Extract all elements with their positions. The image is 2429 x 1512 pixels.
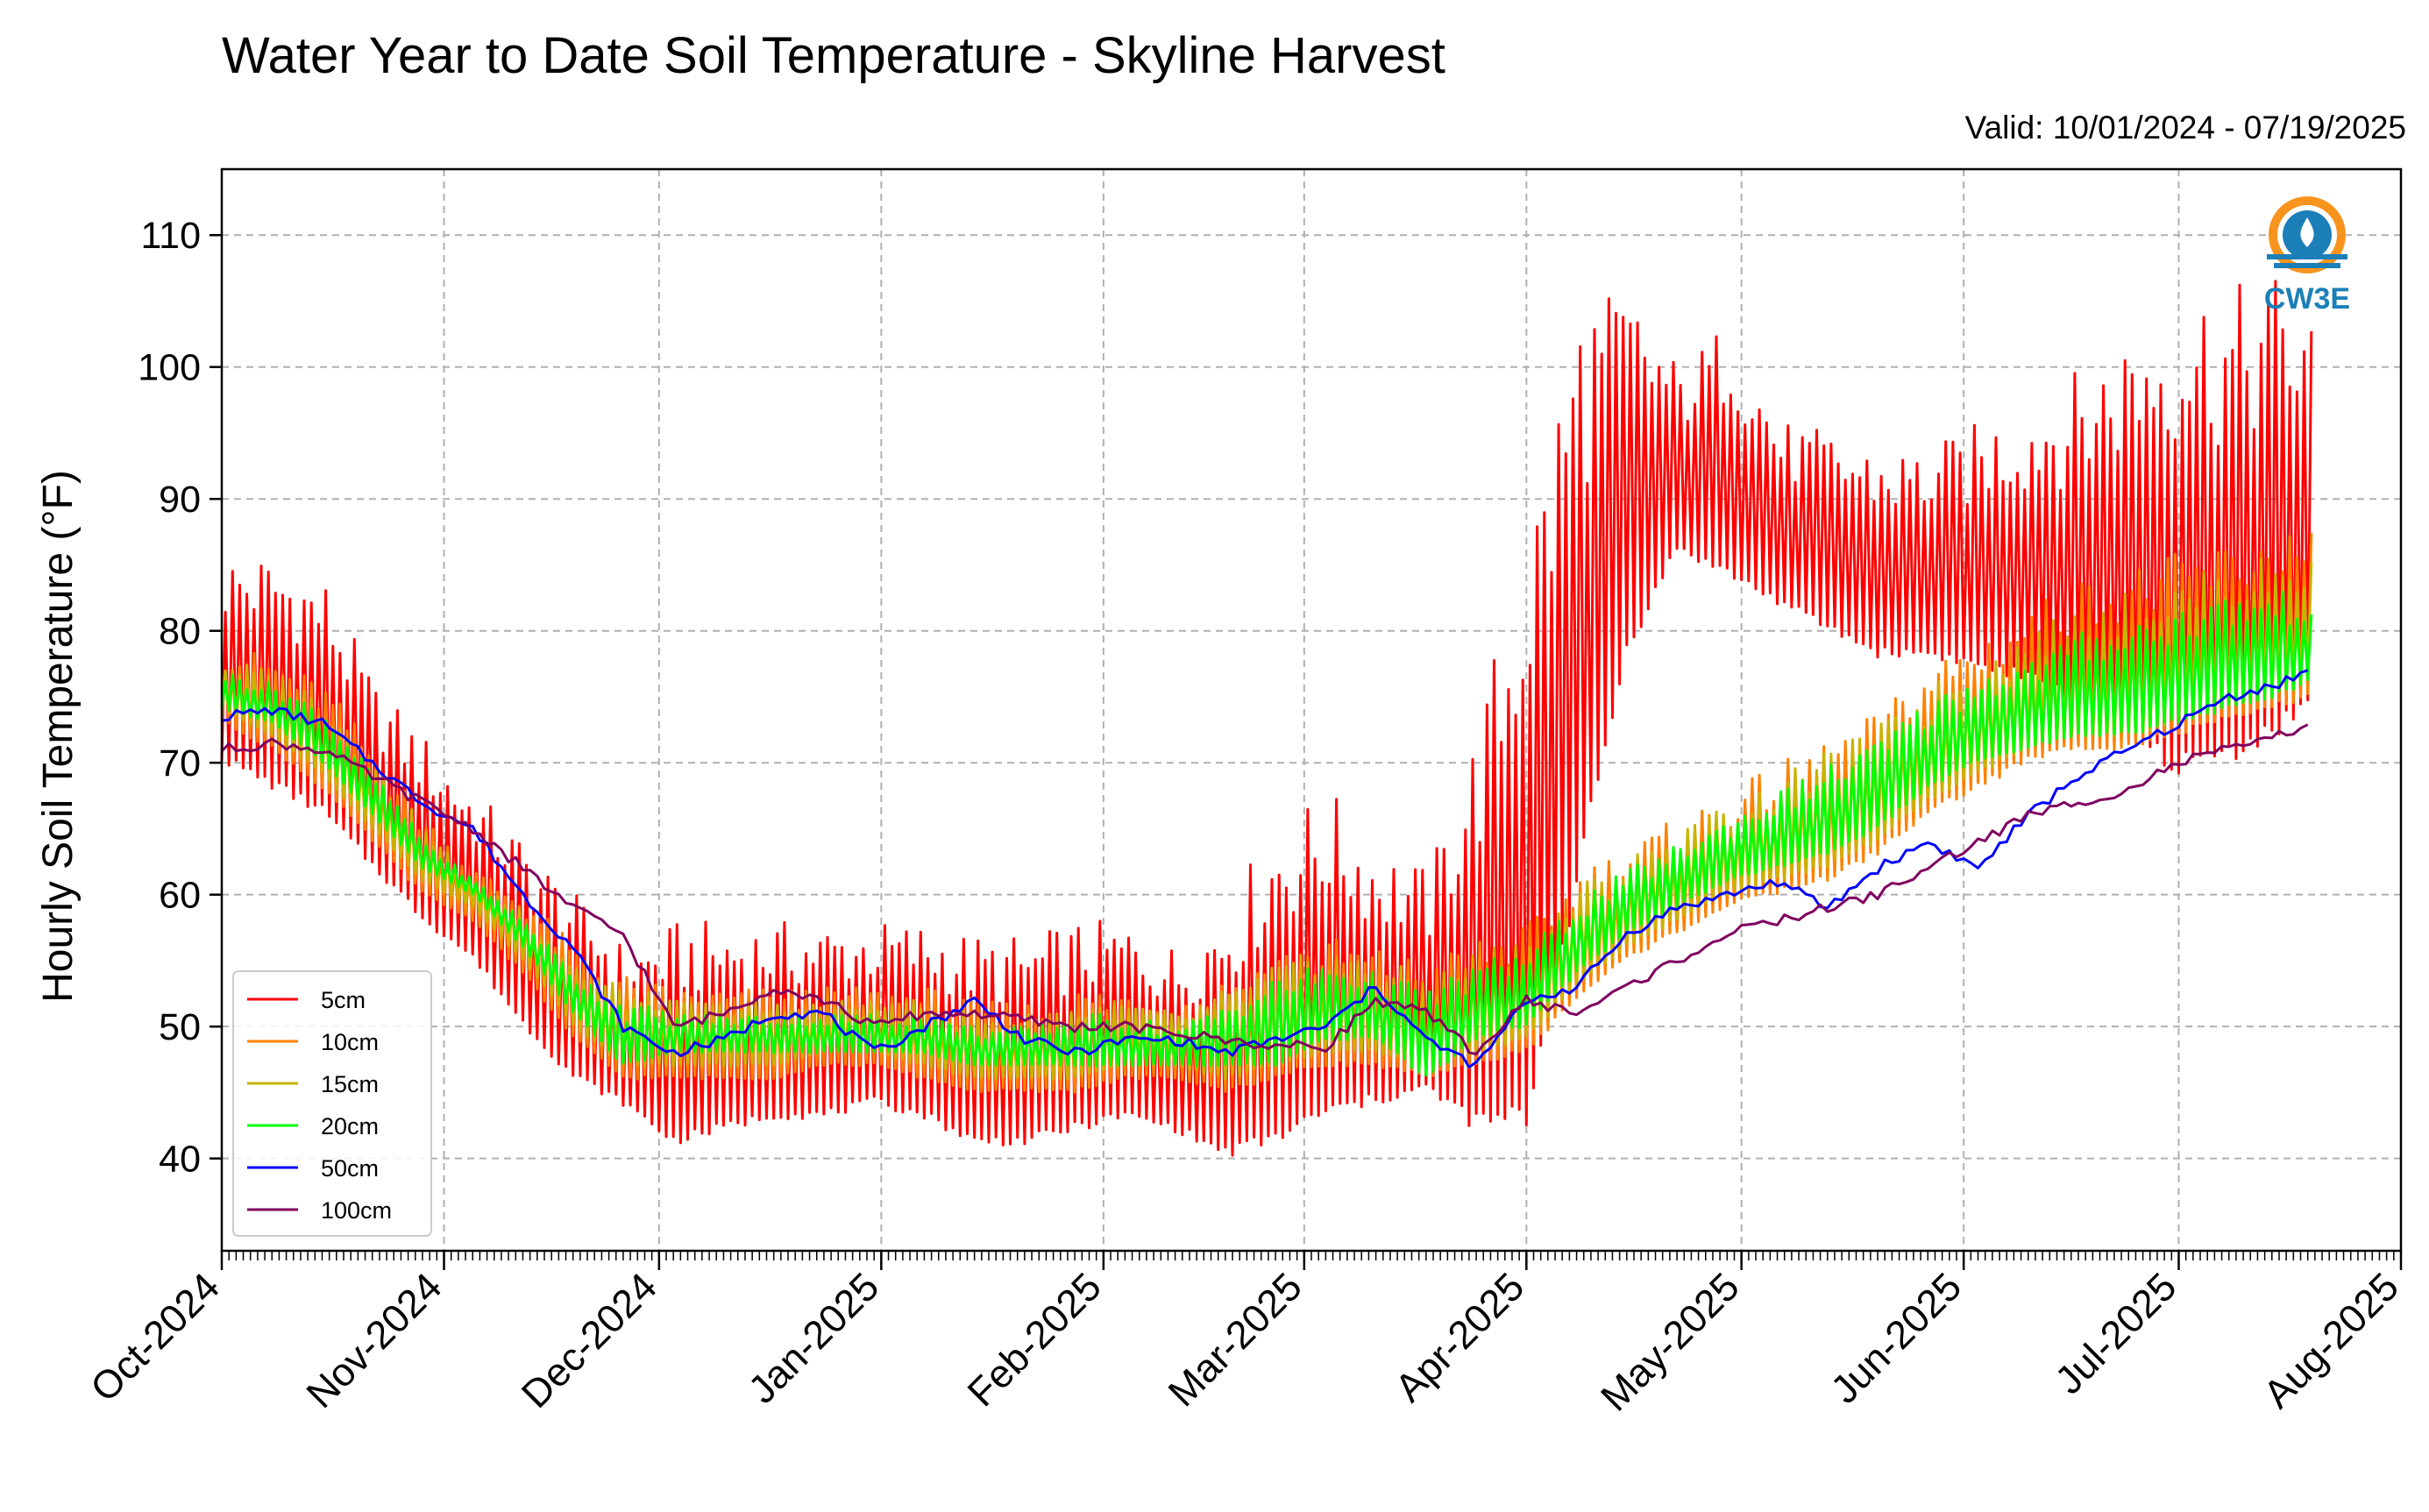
y-tick-label: 40	[159, 1139, 201, 1181]
x-tick-label: Jul-2025	[2046, 1264, 2184, 1402]
x-tick-label: Apr-2025	[1386, 1264, 1532, 1410]
x-tick-label: Jan-2025	[740, 1264, 888, 1412]
x-tick-label: Dec-2024	[513, 1264, 665, 1416]
x-tick-label: Jun-2025	[1822, 1264, 1970, 1412]
legend-label-5cm: 5cm	[321, 987, 366, 1013]
series-line-50cm	[221, 669, 2309, 1068]
series-line-100cm	[220, 723, 2309, 1056]
legend: 5cm 10cm 15cm 20cm 50cm 100cm	[232, 970, 432, 1237]
y-tick-label: 90	[159, 479, 201, 521]
y-axis-label: Hourly Soil Temperature (°F)	[35, 470, 82, 1003]
logo-drop-icon	[2300, 217, 2314, 247]
cw3e-logo: CW3E	[2264, 196, 2350, 316]
series-line-20cm	[220, 591, 2313, 1077]
logo-wave-1	[2267, 254, 2347, 259]
x-tick-label: Feb-2025	[959, 1264, 1110, 1415]
legend-label-10cm: 10cm	[321, 1029, 379, 1055]
y-tick-label: 70	[159, 742, 201, 784]
logo-text: CW3E	[2264, 282, 2350, 316]
chart-title: Water Year to Date Soil Temperature - Sk…	[222, 27, 1445, 84]
legend-box	[232, 970, 432, 1237]
y-tick-label: 60	[159, 875, 201, 917]
legend-label-100cm: 100cm	[321, 1197, 392, 1224]
y-tick-label: 50	[159, 1006, 201, 1048]
axis-layer: 40 50 60 70 80 90 100 110 Oct-2024 Nov-2024 Dec-20…	[82, 215, 2407, 1419]
chart-subtitle: Valid: 10/01/2024 - 07/19/2025	[1964, 110, 2406, 146]
x-tick-label: May-2025	[1592, 1264, 1748, 1420]
logo-wave-2	[2274, 263, 2340, 268]
legend-label-50cm: 50cm	[321, 1155, 379, 1182]
legend-label-20cm: 20cm	[321, 1113, 379, 1139]
x-tick-label: Oct-2024	[82, 1264, 228, 1410]
y-tick-label: 100	[138, 347, 201, 389]
x-tick-label: Nov-2024	[298, 1264, 451, 1416]
x-tick-label: Mar-2025	[1160, 1264, 1310, 1415]
y-tick-label: 110	[140, 215, 201, 257]
x-tick-label: Aug-2025	[2255, 1264, 2407, 1416]
y-tick-label: 80	[159, 611, 201, 653]
series-layer	[220, 280, 2313, 1157]
legend-label-15cm: 15cm	[321, 1071, 379, 1097]
